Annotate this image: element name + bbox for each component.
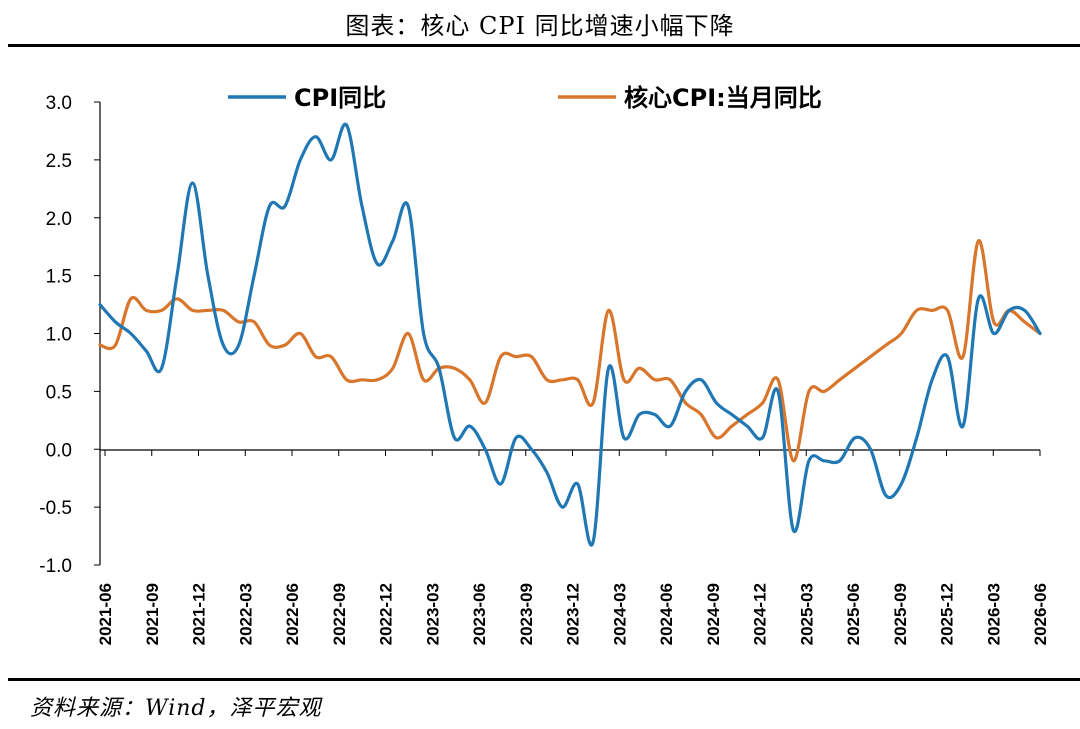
x-tick-label: 2024-12 xyxy=(751,583,770,645)
x-tick-label: 2022-09 xyxy=(330,583,349,645)
series-line-core-cpi xyxy=(98,239,1042,463)
bottom-rule xyxy=(8,678,1080,681)
y-axis: 3.0 2.5 2.0 1.5 1.0 0.5 0.0 -0.5 -1.0 xyxy=(39,93,101,577)
x-tick-label: 2023-06 xyxy=(470,583,489,645)
x-tick-label: 2022-03 xyxy=(236,583,255,645)
x-tick-label: 2021-09 xyxy=(143,583,162,645)
chart-title: 图表：核心 CPI 同比增速小幅下降 xyxy=(345,12,735,40)
y-tick-label: -0.5 xyxy=(39,498,72,519)
x-tick-label: 2025-06 xyxy=(844,583,863,645)
x-tick-label: 2025-09 xyxy=(891,583,910,645)
legend-label: CPI同比 xyxy=(294,84,386,112)
series-lines xyxy=(98,122,1042,547)
top-rule xyxy=(8,44,1080,47)
y-tick-label: 3.0 xyxy=(46,93,72,114)
series-line-cpi xyxy=(98,122,1042,547)
y-tick-label: 1.5 xyxy=(46,267,72,288)
legend-label: 核心CPI:当月同比 xyxy=(624,84,822,112)
legend: CPI同比 核心CPI:当月同比 xyxy=(228,84,822,112)
x-tick-label: 2022-12 xyxy=(377,583,396,645)
x-tick-label: 2023-09 xyxy=(517,583,536,645)
x-tick-label: 2023-12 xyxy=(564,583,583,645)
x-axis: 2021-06 2021-09 2021-12 2022-03 2022-06 2022-… xyxy=(96,449,1050,645)
y-tick-label: 1.0 xyxy=(46,325,72,346)
x-tick-label: 2024-09 xyxy=(704,583,723,645)
x-tick-label: 2023-03 xyxy=(423,583,442,645)
source-note: 资料来源：Wind，泽平宏观 xyxy=(30,696,322,721)
x-tick-label: 2021-12 xyxy=(190,583,209,645)
x-tick-label: 2021-06 xyxy=(96,583,115,645)
x-tick-label: 2026-06 xyxy=(1031,583,1050,645)
x-tick-label: 2022-06 xyxy=(283,583,302,645)
x-tick-label: 2026-03 xyxy=(984,583,1003,645)
y-tick-label: 2.0 xyxy=(46,209,72,230)
y-tick-label: 0.5 xyxy=(46,382,72,403)
x-tick-label: 2025-12 xyxy=(938,583,957,645)
x-tick-label: 2024-06 xyxy=(657,583,676,645)
y-tick-label: 2.5 xyxy=(46,151,72,172)
x-tick-label: 2024-03 xyxy=(610,583,629,645)
y-tick-label: 0.0 xyxy=(46,440,72,461)
y-tick-label: -1.0 xyxy=(39,556,72,577)
x-tick-label: 2025-03 xyxy=(797,583,816,645)
